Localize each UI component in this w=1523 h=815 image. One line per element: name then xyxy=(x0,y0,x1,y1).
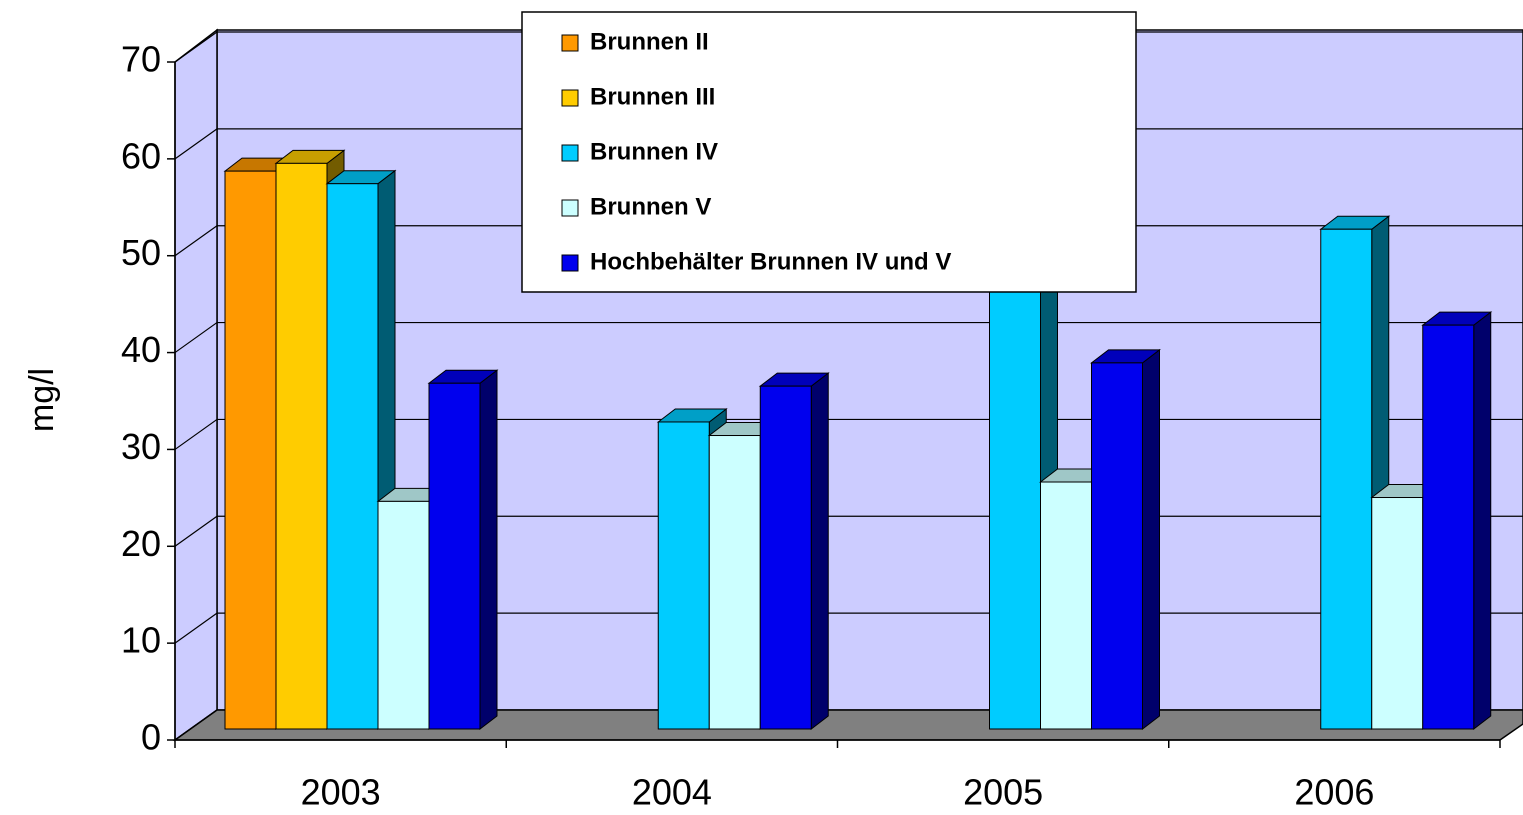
bar-front xyxy=(428,382,481,730)
y-tick-label: 0 xyxy=(141,717,161,758)
bar xyxy=(1090,348,1161,731)
grid-line xyxy=(174,128,218,160)
side-wall xyxy=(174,28,218,742)
grid-line xyxy=(174,31,218,63)
grid-line xyxy=(174,515,218,547)
bar-front xyxy=(224,170,277,730)
x-tick-label: 2003 xyxy=(301,772,381,813)
legend-label: Brunnen V xyxy=(590,193,711,220)
bar-front xyxy=(1091,362,1143,730)
bar xyxy=(1421,311,1493,731)
bar-front xyxy=(326,183,379,730)
grid-line xyxy=(174,418,218,450)
bar-side xyxy=(810,372,829,731)
grid-line xyxy=(174,709,218,741)
legend-label: Brunnen IV xyxy=(590,138,718,165)
legend-swatch xyxy=(561,34,579,52)
grid-line xyxy=(174,225,218,257)
bar-front xyxy=(1422,324,1475,730)
bar-front xyxy=(657,421,710,730)
grid-line xyxy=(174,612,218,644)
legend-swatch xyxy=(561,89,579,107)
y-tick-label: 10 xyxy=(121,620,161,661)
bar-side xyxy=(1142,348,1160,731)
bar-front xyxy=(275,162,328,730)
y-tick-label: 20 xyxy=(121,523,161,564)
legend-swatch xyxy=(561,144,579,162)
y-tick-label: 70 xyxy=(121,39,161,80)
legend-box xyxy=(521,11,1137,293)
x-tick-label: 2004 xyxy=(632,772,712,813)
legend-swatch xyxy=(561,199,579,217)
bar-front xyxy=(989,253,1041,730)
bar-side xyxy=(479,369,498,731)
legend-swatch xyxy=(561,254,579,272)
y-tick-label: 60 xyxy=(121,135,161,176)
bar-front xyxy=(1040,481,1092,730)
bar-side xyxy=(1473,311,1492,731)
y-axis-label: mg/l xyxy=(23,368,61,432)
legend: Brunnen II Brunnen III Brunnen IV Brunnen V… xyxy=(521,11,1137,293)
x-tick-label: 2005 xyxy=(963,772,1043,813)
bar-front xyxy=(1371,497,1424,730)
y-tick-label: 40 xyxy=(121,329,161,370)
bar-front xyxy=(1320,228,1373,730)
legend-label: Hochbehälter Brunnen IV und V xyxy=(590,248,951,275)
bar xyxy=(427,369,499,731)
legend-label: Brunnen III xyxy=(590,83,715,110)
y-tick-label: 30 xyxy=(121,426,161,467)
bar xyxy=(758,372,830,731)
bar-front xyxy=(759,385,812,730)
bar-front xyxy=(377,500,430,730)
x-tick-label: 2006 xyxy=(1294,772,1374,813)
grid-line xyxy=(174,322,218,354)
bar-front xyxy=(708,435,761,730)
y-tick-label: 50 xyxy=(121,232,161,273)
legend-label: Brunnen II xyxy=(590,28,709,55)
